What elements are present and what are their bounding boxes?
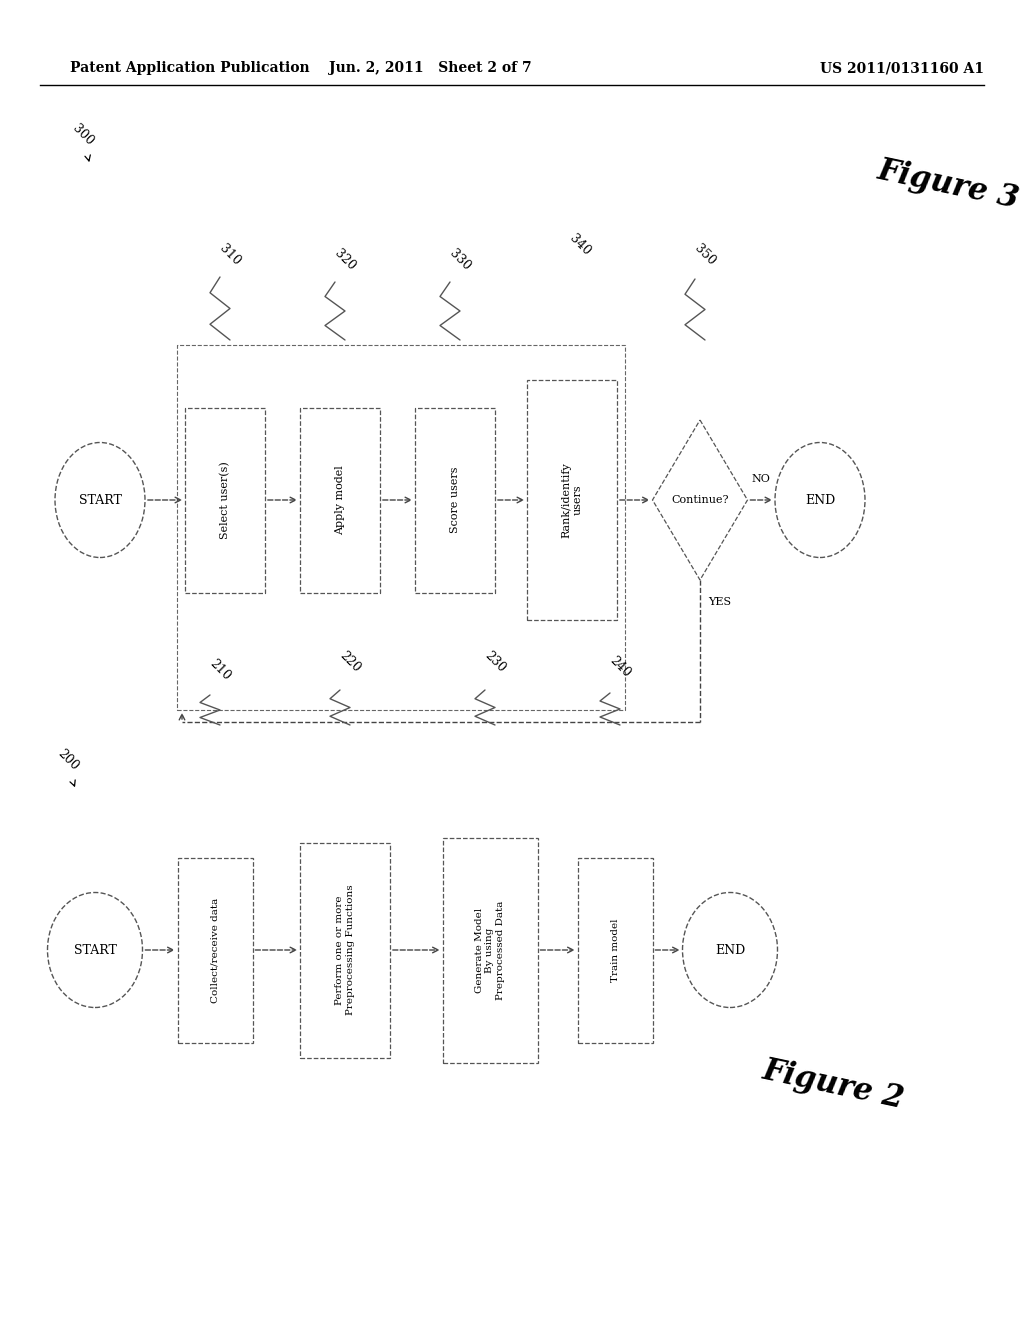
Text: 310: 310 [217,242,243,268]
Bar [185,408,265,593]
Text: END: END [805,494,836,507]
Bar [177,345,625,710]
Text: END: END [715,944,745,957]
Text: 350: 350 [692,242,718,268]
Text: Figure 2: Figure 2 [760,1055,907,1115]
Text: START: START [74,944,117,957]
Text: US 2011/0131160 A1: US 2011/0131160 A1 [820,61,984,75]
Text: Perform one or more
Preprocessing Functions: Perform one or more Preprocessing Functi… [335,884,354,1015]
Text: Rank/identify
users: Rank/identify users [561,462,583,537]
Text: 210: 210 [207,657,233,682]
Text: 330: 330 [447,247,473,273]
Text: Select user(s): Select user(s) [220,461,230,539]
Text: 200: 200 [55,747,81,774]
Text: 320: 320 [332,247,358,273]
Text: YES: YES [708,597,731,607]
Text: Jun. 2, 2011   Sheet 2 of 7: Jun. 2, 2011 Sheet 2 of 7 [329,61,531,75]
Text: START: START [79,494,122,507]
Bar [177,858,253,1043]
Bar [442,837,538,1063]
Bar [300,842,390,1057]
Text: 220: 220 [337,649,362,675]
Text: 300: 300 [70,121,96,148]
Text: 240: 240 [607,653,633,680]
Text: NO: NO [752,474,771,484]
Text: Generate Model
By using
Preprocessed Data: Generate Model By using Preprocessed Dat… [475,900,505,999]
Bar [415,408,495,593]
Text: 340: 340 [567,232,593,257]
Text: Score users: Score users [450,467,460,533]
Text: Apply model: Apply model [335,465,345,535]
Text: Continue?: Continue? [672,495,729,506]
Bar [527,380,617,620]
Text: Figure 3: Figure 3 [874,154,1022,215]
Text: Train model: Train model [610,919,620,982]
Bar [578,858,652,1043]
Text: Collect/receive data: Collect/receive data [211,898,219,1003]
Text: 230: 230 [482,649,508,675]
Text: Patent Application Publication: Patent Application Publication [70,61,309,75]
Bar [300,408,380,593]
